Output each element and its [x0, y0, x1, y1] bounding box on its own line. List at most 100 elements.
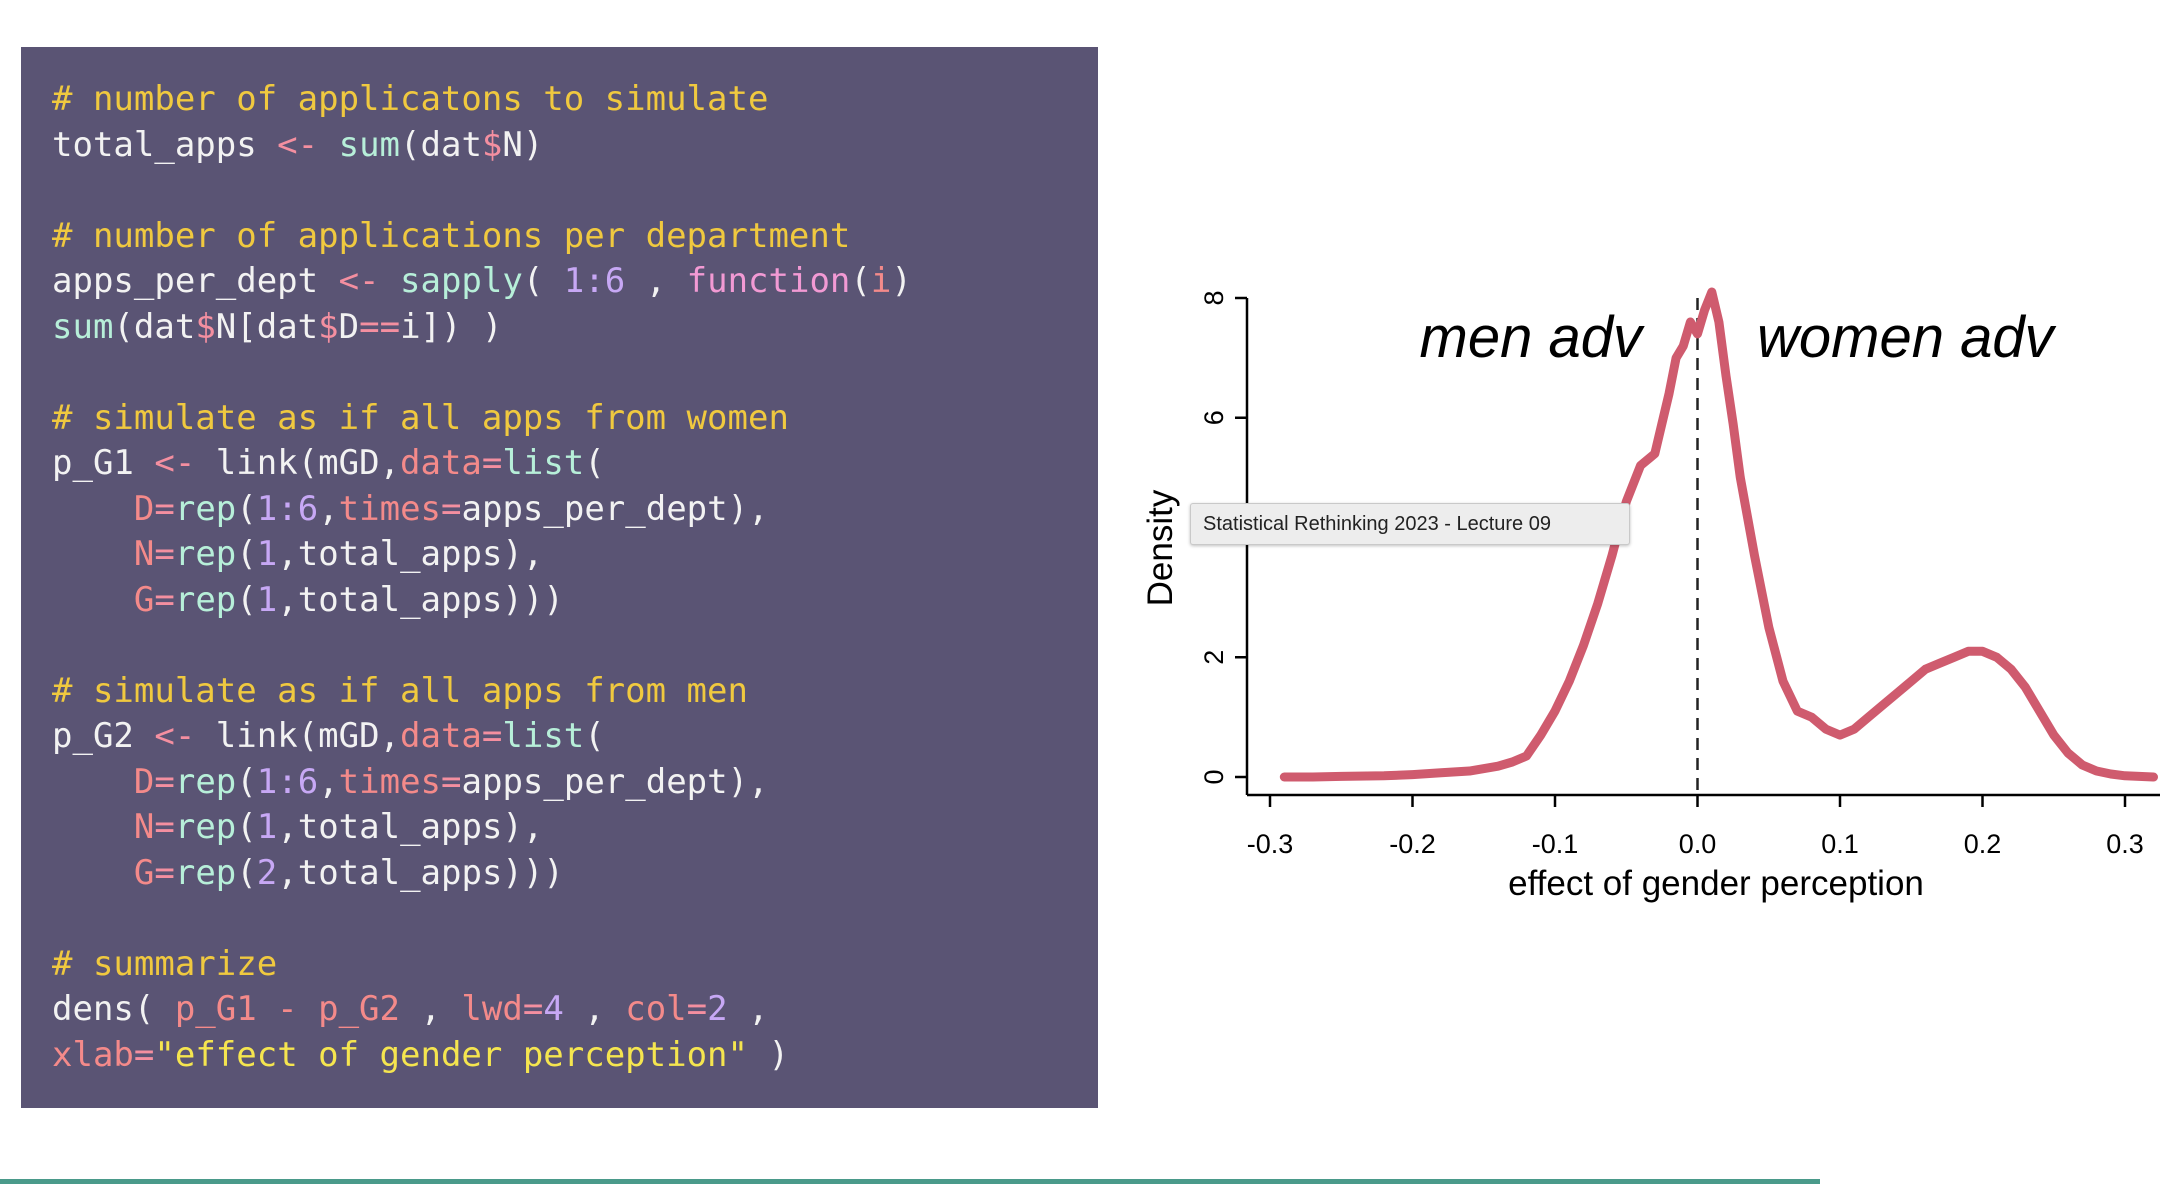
- code-token: $: [318, 306, 339, 347]
- code-line: N=rep(1,total_apps),: [52, 532, 1098, 578]
- y-tick-label: 8: [1199, 290, 1229, 305]
- code-token: G: [133, 852, 155, 893]
- code-token: ,: [318, 488, 339, 529]
- code-line: dens( p_G1 - p_G2 , lwd=4 , col=2 ,: [52, 987, 1098, 1033]
- code-token: # simulate as if all apps from women: [52, 397, 789, 438]
- code-line: # summarize: [52, 942, 1098, 988]
- code-token: <-: [338, 261, 380, 301]
- code-line: apps_per_dept <- sapply( 1:6 , function(…: [52, 259, 1098, 305]
- code-token: rep: [174, 807, 237, 847]
- code-token: col: [625, 989, 687, 1029]
- code-token: ,total_apps),: [277, 807, 544, 847]
- code-token: =: [522, 989, 544, 1029]
- code-token: (dat: [400, 124, 482, 165]
- code-token: 4: [543, 989, 564, 1029]
- code-token: D: [133, 488, 155, 529]
- code-line: # simulate as if all apps from men: [52, 669, 1098, 715]
- annotation-men-adv: men adv: [1420, 305, 1645, 370]
- x-tick-label: 0.2: [1964, 829, 2002, 859]
- code-token: # summarize: [52, 943, 278, 984]
- code-token: ,total_apps))): [277, 852, 564, 893]
- code-token: (: [236, 534, 257, 574]
- code-token: D: [133, 761, 155, 802]
- y-tick-label: 6: [1199, 410, 1229, 425]
- code-token: =: [133, 1034, 155, 1075]
- code-line: D=rep(1:6,times=apps_per_dept),: [52, 487, 1098, 533]
- code-token: =: [154, 534, 175, 574]
- code-token: function: [686, 261, 851, 301]
- code-token: (: [850, 261, 871, 301]
- x-tick-label: 0.1: [1821, 829, 1859, 859]
- code-line: N=rep(1,total_apps),: [52, 805, 1098, 851]
- code-line: G=rep(1,total_apps))): [52, 578, 1098, 624]
- progress-bar: [0, 1179, 1820, 1184]
- code-token: 1: [256, 807, 278, 847]
- code-token: sapply: [400, 261, 523, 301]
- code-token: rep: [174, 488, 237, 529]
- code-token: <-: [277, 124, 319, 165]
- x-tick-label: 0.0: [1679, 829, 1717, 859]
- code-token: rep: [174, 761, 237, 802]
- code-token: times: [338, 761, 442, 802]
- code-token: =: [441, 488, 462, 529]
- code-token: link(mGD,: [195, 443, 401, 483]
- code-token: =: [686, 989, 708, 1029]
- x-axis-label: effect of gender perception: [1508, 864, 1924, 903]
- y-tick-label: 2: [1199, 650, 1229, 665]
- code-token: 2: [256, 852, 278, 893]
- code-token: p_G1 - p_G2: [174, 989, 400, 1029]
- code-token: =: [154, 807, 175, 847]
- code-line: G=rep(2,total_apps))): [52, 851, 1098, 897]
- code-token: (: [584, 443, 605, 483]
- code-token: ,total_apps))): [277, 579, 564, 620]
- code-token: (: [236, 761, 257, 802]
- code-token: <-: [154, 716, 196, 756]
- code-line: D=rep(1:6,times=apps_per_dept),: [52, 760, 1098, 806]
- code-token: xlab: [52, 1034, 134, 1075]
- code-token: data: [400, 716, 482, 756]
- code-line: p_G1 <- link(mGD,data=list(: [52, 441, 1098, 487]
- code-token: (: [236, 579, 257, 620]
- code-token: ,: [400, 989, 462, 1029]
- code-token: # number of applicatons to simulate: [52, 79, 769, 119]
- code-token: i: [870, 261, 892, 301]
- code-token: rep: [174, 579, 237, 620]
- code-token: 2: [707, 989, 728, 1029]
- code-token: 1: [256, 579, 278, 620]
- code-token: ,total_apps),: [277, 534, 544, 574]
- code-token: dens(: [52, 989, 175, 1029]
- code-token: N): [502, 124, 544, 165]
- code-token: apps_per_dept),: [461, 488, 769, 529]
- code-token: (dat: [113, 306, 196, 347]
- code-line: # number of applicatons to simulate: [52, 77, 1098, 123]
- code-token: rep: [174, 852, 237, 893]
- code-token: =: [154, 761, 175, 802]
- r-code-block: # number of applicatons to simulate total…: [52, 77, 1098, 1078]
- code-token: =: [481, 716, 503, 756]
- annotation-women-adv: women adv: [1757, 305, 2057, 370]
- code-token: times: [338, 488, 442, 529]
- code-token: <-: [154, 443, 196, 483]
- code-token: (: [522, 261, 564, 301]
- x-tick-label: -0.1: [1532, 829, 1579, 859]
- code-token: =: [481, 443, 503, 483]
- code-token: 1:6: [563, 261, 626, 301]
- code-token: ,: [727, 989, 769, 1029]
- code-token: (: [236, 852, 257, 893]
- code-token: N[dat: [215, 306, 319, 347]
- code-token: ,: [318, 761, 339, 802]
- code-token: p_G2: [52, 716, 155, 756]
- plot-axes: [1245, 298, 2160, 797]
- code-token: 1:6: [256, 488, 319, 529]
- y-axis-label: Density: [1141, 489, 1180, 606]
- code-token: ,: [625, 261, 687, 301]
- code-token: i]) ): [400, 306, 503, 347]
- code-token: ==: [359, 306, 401, 347]
- code-line: # simulate as if all apps from women: [52, 396, 1098, 442]
- code-token: D: [338, 306, 360, 347]
- code-token: =: [441, 761, 462, 802]
- code-token: lwd: [461, 989, 523, 1029]
- x-tick-label: -0.3: [1247, 829, 1294, 859]
- code-token: # number of applications per department: [52, 215, 851, 256]
